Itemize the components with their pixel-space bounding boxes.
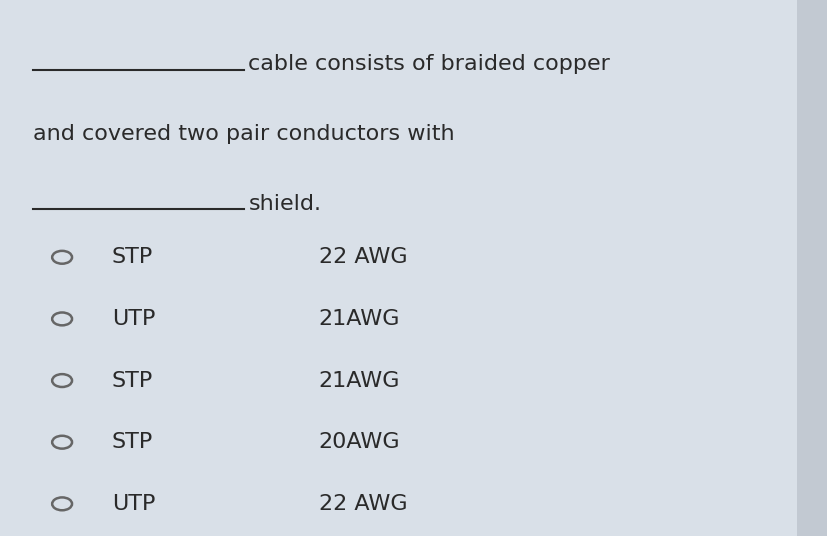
Text: UTP: UTP xyxy=(112,494,155,514)
Text: 22 AWG: 22 AWG xyxy=(318,494,407,514)
FancyBboxPatch shape xyxy=(796,0,827,536)
Text: UTP: UTP xyxy=(112,309,155,329)
Text: STP: STP xyxy=(112,432,153,452)
Text: STP: STP xyxy=(112,370,153,391)
Text: STP: STP xyxy=(112,247,153,267)
Text: 21AWG: 21AWG xyxy=(318,309,399,329)
Text: 20AWG: 20AWG xyxy=(318,432,400,452)
Circle shape xyxy=(52,436,72,449)
Circle shape xyxy=(52,497,72,510)
Circle shape xyxy=(52,374,72,387)
Text: cable consists of braided copper: cable consists of braided copper xyxy=(248,54,609,75)
Text: shield.: shield. xyxy=(248,193,321,214)
Text: and covered two pair conductors with: and covered two pair conductors with xyxy=(33,124,454,144)
Circle shape xyxy=(52,251,72,264)
Text: 22 AWG: 22 AWG xyxy=(318,247,407,267)
Circle shape xyxy=(52,312,72,325)
Text: 21AWG: 21AWG xyxy=(318,370,399,391)
